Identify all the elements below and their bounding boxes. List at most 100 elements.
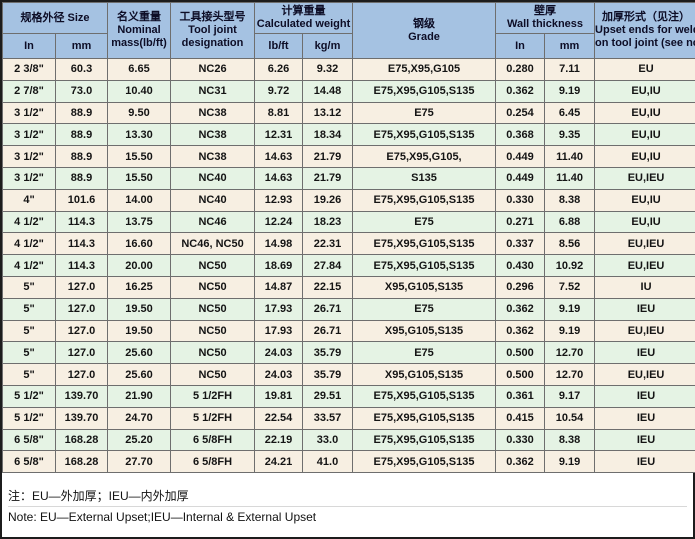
cell-weight-lbft: 14.63 — [254, 166, 304, 190]
cell-upset: EU,IU — [594, 210, 695, 234]
cell-wall-in: 0.415 — [495, 406, 546, 430]
drill-pipe-spec-table: 规格外径 Size 名义重量 Nominal mass(lb/ft) 工具接头型… — [1, 2, 695, 474]
cell-grade: S135 — [352, 166, 497, 190]
cell-wall-in: 0.449 — [495, 166, 546, 190]
cell-tool-joint: NC50 — [170, 275, 256, 299]
cell-nominal-mass: 15.50 — [107, 145, 172, 168]
cell-nominal-mass: 13.75 — [107, 210, 172, 234]
cell-upset: EU,IEU — [594, 232, 695, 256]
cell-weight-lbft: 8.81 — [254, 101, 304, 125]
cell-weight-lbft: 12.93 — [254, 188, 304, 212]
notes: 注：EU—外加厚；IEU—内外加厚 Note: EU—External Upse… — [2, 473, 693, 537]
cell-tool-joint: NC38 — [170, 101, 256, 125]
cell-wall-mm: 8.56 — [544, 232, 596, 256]
cell-nominal-mass: 13.30 — [107, 123, 172, 147]
cell-grade: E75,X95,G105,S135 — [352, 123, 497, 147]
cell-weight-lbft: 18.69 — [254, 254, 304, 277]
cell-tool-joint: NC31 — [170, 79, 256, 103]
cell-wall-in: 0.280 — [495, 58, 546, 81]
cell-wall-in: 0.361 — [495, 384, 546, 408]
cell-upset: EU,IEU — [594, 363, 695, 386]
cell-nominal-mass: 16.60 — [107, 232, 172, 256]
cell-tool-joint: 5 1/2FH — [170, 384, 256, 408]
cell-size-mm: 127.0 — [54, 275, 109, 299]
table-body: 2 3/8" 60.3 6.65 NC26 6.26 9.32 E75,X95,G105 0.… — [2, 58, 695, 474]
subheader-weight-lbft: lb/ft — [254, 33, 304, 59]
cell-wall-mm: 8.38 — [544, 188, 596, 212]
cell-wall-mm: 9.19 — [544, 450, 596, 474]
cell-grade: E75,X95,G105,S135 — [352, 254, 497, 277]
header-size: 规格外径 Size — [1, 2, 109, 34]
table-row: 6 5/8" 168.28 27.70 6 5/8FH 24.21 41.0 E75,X95… — [2, 450, 695, 474]
cell-size-in: 6 5/8" — [2, 450, 56, 474]
cell-wall-in: 0.430 — [495, 254, 546, 277]
cell-size-in: 4 1/2" — [2, 254, 56, 277]
cell-size-mm: 88.9 — [54, 145, 109, 168]
table-row: 4 1/2" 114.3 20.00 NC50 18.69 27.84 E75,X95,G1… — [2, 254, 695, 277]
cell-tool-joint: 5 1/2FH — [170, 406, 256, 430]
cell-size-in: 5" — [2, 319, 56, 343]
cell-grade: X95,G105,S135 — [352, 275, 497, 299]
cell-grade: E75 — [352, 297, 497, 321]
cell-grade: E75,X95,G105,S135 — [352, 428, 497, 452]
cell-tool-joint: NC50 — [170, 254, 256, 277]
cell-weight-lbft: 22.54 — [254, 406, 304, 430]
cell-weight-kgm: 33.57 — [302, 406, 354, 430]
cell-grade: E75 — [352, 101, 497, 125]
cell-nominal-mass: 14.00 — [107, 188, 172, 212]
header-calculated-weight: 计算重量 Calculated weight — [254, 2, 354, 34]
cell-weight-lbft: 9.72 — [254, 79, 304, 103]
cell-nominal-mass: 10.40 — [107, 79, 172, 103]
cell-size-mm: 88.9 — [54, 101, 109, 125]
cell-wall-in: 0.330 — [495, 188, 546, 212]
table-row: 3 1/2" 88.9 13.30 NC38 12.31 18.34 E75,X95,G10… — [2, 123, 695, 147]
header-nominal-mass: 名义重量 Nominal mass(lb/ft) — [107, 2, 172, 59]
cell-wall-mm: 7.11 — [544, 58, 596, 81]
cell-weight-kgm: 21.79 — [302, 166, 354, 190]
cell-wall-mm: 8.38 — [544, 428, 596, 452]
cell-size-mm: 88.9 — [54, 166, 109, 190]
cell-grade: E75,X95,G105,S135 — [352, 450, 497, 474]
cell-weight-kgm: 26.71 — [302, 319, 354, 343]
cell-weight-kgm: 9.32 — [302, 58, 354, 81]
cell-size-mm: 127.0 — [54, 297, 109, 321]
table-row: 3 1/2" 88.9 15.50 NC40 14.63 21.79 S135 0.449 11… — [2, 166, 695, 190]
cell-size-in: 2 3/8" — [2, 58, 56, 81]
cell-wall-in: 0.500 — [495, 341, 546, 365]
table-row: 3 1/2" 88.9 15.50 NC38 14.63 21.79 E75,X95,G10… — [2, 145, 695, 168]
cell-grade: E75 — [352, 210, 497, 234]
cell-wall-in: 0.362 — [495, 297, 546, 321]
cell-size-in: 4 1/2" — [2, 232, 56, 256]
table-row: 6 5/8" 168.28 25.20 6 5/8FH 22.19 33.0 E75,X95… — [2, 428, 695, 452]
cell-size-mm: 168.28 — [54, 450, 109, 474]
cell-tool-joint: NC46 — [170, 210, 256, 234]
cell-upset: EU,IU — [594, 79, 695, 103]
cell-tool-joint: NC26 — [170, 58, 256, 81]
cell-wall-mm: 9.35 — [544, 123, 596, 147]
cell-weight-lbft: 14.98 — [254, 232, 304, 256]
cell-wall-in: 0.362 — [495, 450, 546, 474]
cell-tool-joint: 6 5/8FH — [170, 428, 256, 452]
cell-wall-mm: 6.88 — [544, 210, 596, 234]
cell-size-in: 3 1/2" — [2, 145, 56, 168]
cell-upset: EU,IU — [594, 123, 695, 147]
table-row: 2 3/8" 60.3 6.65 NC26 6.26 9.32 E75,X95,G105 0.… — [2, 58, 695, 81]
header-wall-thickness: 壁厚 Wall thickness — [495, 2, 596, 34]
cell-wall-in: 0.362 — [495, 79, 546, 103]
table-row: 2 7/8" 73.0 10.40 NC31 9.72 14.48 E75,X95,G105… — [2, 79, 695, 103]
cell-weight-lbft: 24.03 — [254, 363, 304, 386]
cell-size-mm: 114.3 — [54, 254, 109, 277]
cell-size-mm: 139.70 — [54, 384, 109, 408]
cell-tool-joint: NC38 — [170, 123, 256, 147]
cell-upset: IEU — [594, 341, 695, 365]
table-header: 规格外径 Size 名义重量 Nominal mass(lb/ft) 工具接头型… — [1, 2, 695, 59]
cell-weight-kgm: 18.34 — [302, 123, 354, 147]
cell-upset: EU,IEU — [594, 166, 695, 190]
cell-weight-lbft: 19.81 — [254, 384, 304, 408]
cell-weight-kgm: 14.48 — [302, 79, 354, 103]
cell-upset: IEU — [594, 384, 695, 408]
cell-weight-lbft: 22.19 — [254, 428, 304, 452]
subheader-wall-in: In — [495, 33, 546, 59]
cell-grade: E75,X95,G105,S135 — [352, 232, 497, 256]
subheader-wall-mm: mm — [544, 33, 596, 59]
